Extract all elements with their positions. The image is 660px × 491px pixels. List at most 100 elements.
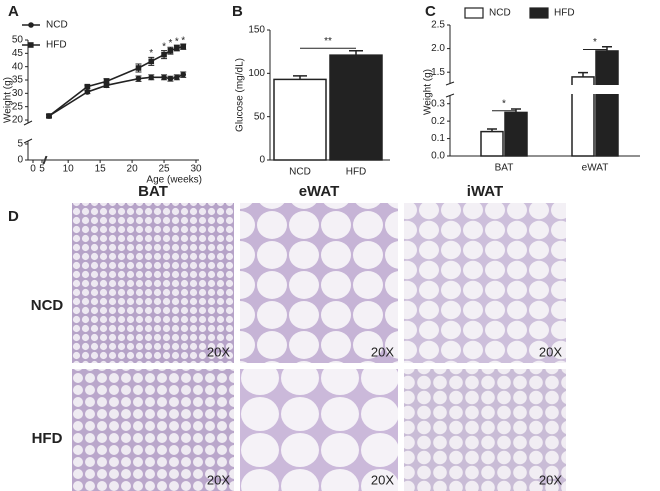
significance-mark: * bbox=[502, 98, 506, 109]
column-header: BAT bbox=[138, 183, 168, 200]
marker bbox=[84, 89, 91, 95]
y-tick-label: 20 bbox=[12, 115, 24, 126]
panel-label: C bbox=[425, 3, 436, 20]
column-header: eWAT bbox=[299, 183, 340, 200]
histology-images bbox=[72, 203, 566, 491]
legend-label: NCD bbox=[489, 8, 511, 19]
axis-break bbox=[445, 93, 455, 98]
legend-marker bbox=[28, 42, 34, 48]
y-tick-label: 0.3 bbox=[431, 98, 445, 109]
significance-mark: * bbox=[168, 38, 172, 49]
marker bbox=[167, 47, 174, 54]
x-tick-label: eWAT bbox=[582, 163, 609, 174]
y-tick-label: 100 bbox=[248, 68, 265, 79]
bar bbox=[273, 78, 327, 161]
legend-label: HFD bbox=[46, 40, 67, 51]
bar bbox=[595, 50, 619, 157]
significance-mark: ** bbox=[324, 36, 332, 47]
legend-marker bbox=[28, 22, 34, 28]
column-header: iWAT bbox=[467, 183, 503, 200]
y-axis-label: Glucose (mg/dL) bbox=[235, 58, 246, 132]
marker bbox=[161, 74, 167, 81]
legend-label: HFD bbox=[554, 8, 575, 19]
y-tick-label: 0.1 bbox=[431, 133, 445, 144]
histology-image bbox=[404, 369, 566, 491]
marker bbox=[135, 75, 142, 82]
y-tick-label: 0 bbox=[17, 155, 23, 166]
x-tick-label: 30 bbox=[190, 164, 202, 175]
y-tick-label: 45 bbox=[12, 48, 24, 59]
y-tick-label: 25 bbox=[12, 101, 24, 112]
significance-mark: * bbox=[175, 37, 179, 48]
bar bbox=[504, 111, 528, 157]
magnification-label: 20X bbox=[207, 472, 230, 487]
row-header: NCD bbox=[31, 297, 64, 314]
x-tick-label: 20 bbox=[127, 164, 139, 175]
y-axis-label: Weight (g) bbox=[423, 69, 434, 115]
x-tick-label: NCD bbox=[289, 167, 311, 178]
significance-mark: * bbox=[149, 48, 153, 59]
magnification-label: 20X bbox=[207, 344, 230, 359]
y-axis-label: Weight (g) bbox=[3, 77, 14, 123]
panel-label: B bbox=[232, 3, 243, 20]
x-tick-label: 0 bbox=[30, 164, 36, 175]
magnification-label: 20X bbox=[539, 472, 562, 487]
marker bbox=[180, 71, 187, 78]
axis-break bbox=[23, 138, 33, 144]
y-tick-label: 1.5 bbox=[431, 67, 445, 78]
histology-image bbox=[240, 369, 398, 491]
marker bbox=[148, 74, 155, 81]
x-tick-label: 25 bbox=[158, 164, 170, 175]
axis-break-gap bbox=[444, 85, 644, 94]
y-tick-label: 150 bbox=[248, 25, 265, 36]
x-tick-label: HFD bbox=[346, 167, 367, 178]
marker bbox=[174, 74, 180, 81]
marker bbox=[46, 113, 52, 119]
axis-break bbox=[445, 81, 455, 86]
y-tick-label: 0 bbox=[259, 155, 265, 166]
axis-break bbox=[43, 155, 48, 165]
bar bbox=[329, 54, 383, 161]
x-tick-label: 5 bbox=[39, 164, 45, 175]
bar bbox=[480, 130, 504, 157]
legend-swatch bbox=[464, 7, 484, 19]
significance-mark: * bbox=[181, 35, 185, 46]
magnification-label: 20X bbox=[371, 472, 394, 487]
marker bbox=[84, 83, 91, 90]
marker bbox=[180, 43, 187, 50]
y-tick-label: 0.2 bbox=[431, 116, 445, 127]
histology-image bbox=[72, 369, 234, 491]
legend-swatch bbox=[529, 7, 549, 19]
marker bbox=[174, 45, 180, 51]
axis-break bbox=[42, 155, 47, 165]
row-header: HFD bbox=[32, 430, 63, 447]
y-tick-label: 5 bbox=[17, 139, 23, 150]
axis-break bbox=[23, 120, 33, 126]
marker bbox=[161, 51, 167, 58]
x-tick-label: 15 bbox=[95, 164, 107, 175]
histology-image bbox=[240, 203, 398, 363]
marker bbox=[148, 58, 155, 65]
magnification-label: 20X bbox=[539, 344, 562, 359]
legend-label: NCD bbox=[46, 20, 68, 31]
magnification-label: 20X bbox=[371, 344, 394, 359]
y-tick-label: 30 bbox=[12, 88, 24, 99]
panel-label: D bbox=[8, 208, 19, 225]
histology-image bbox=[404, 203, 566, 363]
x-tick-label: 10 bbox=[63, 164, 75, 175]
y-tick-label: 2.5 bbox=[431, 20, 445, 31]
y-tick-label: 35 bbox=[12, 75, 24, 86]
marker bbox=[167, 75, 174, 82]
y-tick-label: 0.0 bbox=[431, 151, 445, 162]
marker bbox=[135, 65, 142, 71]
significance-mark: * bbox=[593, 37, 597, 48]
y-tick-label: 50 bbox=[254, 111, 266, 122]
marker bbox=[103, 78, 110, 85]
x-axis-label: Age (weeks) bbox=[146, 175, 202, 186]
y-tick-label: 2.0 bbox=[431, 43, 445, 54]
y-tick-label: 50 bbox=[12, 35, 24, 46]
series-line bbox=[48, 73, 184, 117]
y-tick-label: 40 bbox=[12, 61, 24, 72]
panel-label: A bbox=[8, 3, 19, 20]
